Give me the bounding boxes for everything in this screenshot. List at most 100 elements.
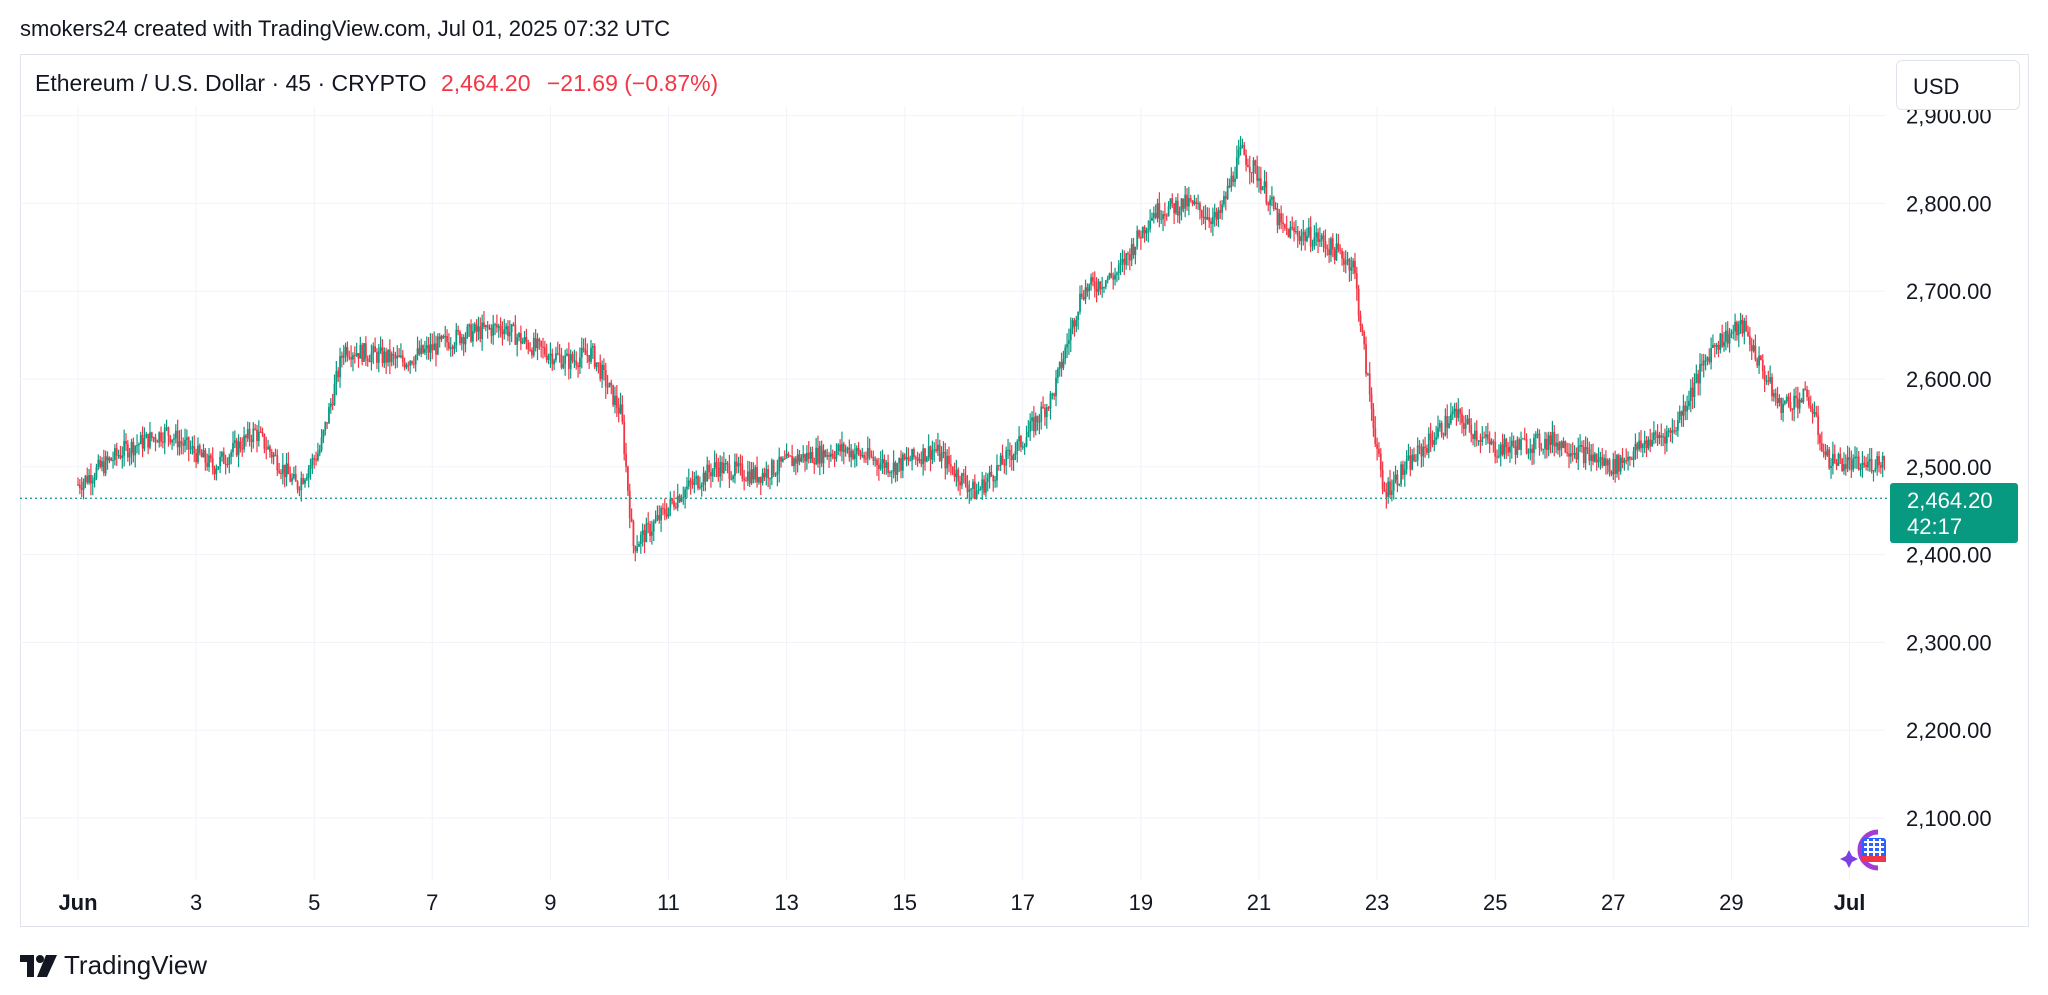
- candle-body: [1555, 442, 1557, 447]
- candle-body: [283, 464, 286, 477]
- candle-body: [1468, 418, 1471, 425]
- candle-body: [817, 447, 819, 464]
- candle-body: [663, 508, 666, 515]
- candle-body: [949, 464, 952, 467]
- candle-body: [1053, 393, 1056, 397]
- candle-body: [964, 475, 967, 485]
- candle-body: [597, 362, 600, 364]
- candle-body: [1042, 406, 1044, 408]
- candle-body: [125, 441, 127, 445]
- candle-body: [900, 458, 902, 471]
- candle-body: [1385, 491, 1388, 497]
- candle-body: [1741, 319, 1744, 334]
- candle-body: [333, 383, 336, 405]
- candle-body: [468, 324, 471, 327]
- candle-body: [1368, 373, 1371, 395]
- candle-body: [734, 461, 736, 476]
- candle-body: [1211, 217, 1214, 225]
- candle-body: [342, 354, 345, 358]
- candle-body: [983, 479, 985, 493]
- candle-body: [1223, 195, 1225, 205]
- candle-body: [289, 474, 292, 482]
- candle-body: [1610, 471, 1613, 475]
- candle-body: [291, 477, 293, 482]
- y-tick-label: 2,100.00: [1906, 806, 1992, 831]
- candle-body: [870, 456, 873, 458]
- candle-body: [610, 382, 613, 385]
- candle-body: [250, 439, 253, 443]
- candle-body: [180, 441, 183, 444]
- candle-body: [802, 453, 805, 458]
- candle-body: [1571, 453, 1574, 455]
- candle-body: [379, 347, 382, 352]
- candle-body: [267, 446, 269, 450]
- candle-body: [1140, 236, 1142, 239]
- candle-body: [466, 326, 469, 338]
- candle-body: [1116, 273, 1118, 275]
- candle-body: [248, 429, 251, 440]
- symbol-name[interactable]: Ethereum / U.S. Dollar · 45 · CRYPTO: [35, 70, 427, 96]
- candle-body: [1496, 456, 1498, 458]
- candle-body: [545, 354, 548, 361]
- candle-body: [305, 477, 308, 480]
- candle-body: [527, 342, 530, 350]
- candle-body: [1521, 438, 1524, 440]
- candle-body: [852, 450, 854, 459]
- candle-body: [1180, 198, 1183, 212]
- candle-body: [1311, 245, 1314, 247]
- sparkle-flag-icon[interactable]: [1838, 826, 1890, 877]
- candle-body: [1859, 468, 1862, 470]
- candle-body: [241, 448, 244, 450]
- x-tick-label: 5: [308, 890, 320, 915]
- candle-body: [621, 404, 624, 422]
- candle-body: [863, 454, 866, 459]
- candle-body: [647, 523, 650, 525]
- candle-body: [132, 441, 135, 456]
- candle-body: [326, 422, 329, 424]
- candle-body: [1226, 185, 1229, 199]
- candle-body: [828, 455, 830, 457]
- symbol-legend[interactable]: Ethereum / U.S. Dollar · 45 · CRYPTO 2,4…: [35, 70, 718, 97]
- candle-body: [272, 454, 275, 458]
- candle-body: [329, 403, 332, 408]
- candle-body: [1582, 446, 1585, 464]
- candle-body: [470, 324, 472, 342]
- candle-body: [1071, 320, 1074, 329]
- candle-body: [1904, 450, 1906, 452]
- candle-body: [1357, 288, 1360, 316]
- candle-body: [1141, 226, 1144, 239]
- candle-body: [652, 522, 655, 532]
- candle-body: [636, 546, 639, 552]
- candle-body: [1846, 457, 1849, 469]
- candle-body: [839, 444, 842, 452]
- y-tick-label: 2,500.00: [1906, 455, 1992, 480]
- candle-body: [883, 459, 886, 469]
- candle-body: [837, 444, 840, 451]
- candle-body: [377, 351, 380, 363]
- candle-body: [331, 403, 334, 405]
- candle-body: [436, 336, 439, 355]
- footer-branding[interactable]: TradingView: [20, 950, 207, 981]
- candle-body: [1440, 423, 1443, 435]
- x-tick-label: 13: [774, 890, 798, 915]
- currency-selector[interactable]: USD: [1896, 60, 2020, 110]
- candle-body: [603, 364, 605, 371]
- candle-body: [728, 464, 731, 480]
- candle-body: [686, 486, 688, 490]
- candle-body: [1817, 415, 1820, 435]
- candles-group: [77, 136, 1906, 562]
- candle-body: [745, 480, 747, 482]
- candle-body: [922, 448, 925, 465]
- candle-body: [1688, 400, 1690, 407]
- candle-body: [1304, 231, 1307, 241]
- candle-body: [804, 453, 806, 462]
- candle-body: [1612, 459, 1615, 475]
- candle-body: [573, 360, 576, 362]
- candle-body: [335, 370, 338, 384]
- candle-body: [1398, 484, 1401, 486]
- candle-body: [1850, 460, 1853, 470]
- candle-body: [440, 336, 443, 340]
- candle-body: [896, 463, 899, 475]
- candle-body: [1335, 243, 1338, 260]
